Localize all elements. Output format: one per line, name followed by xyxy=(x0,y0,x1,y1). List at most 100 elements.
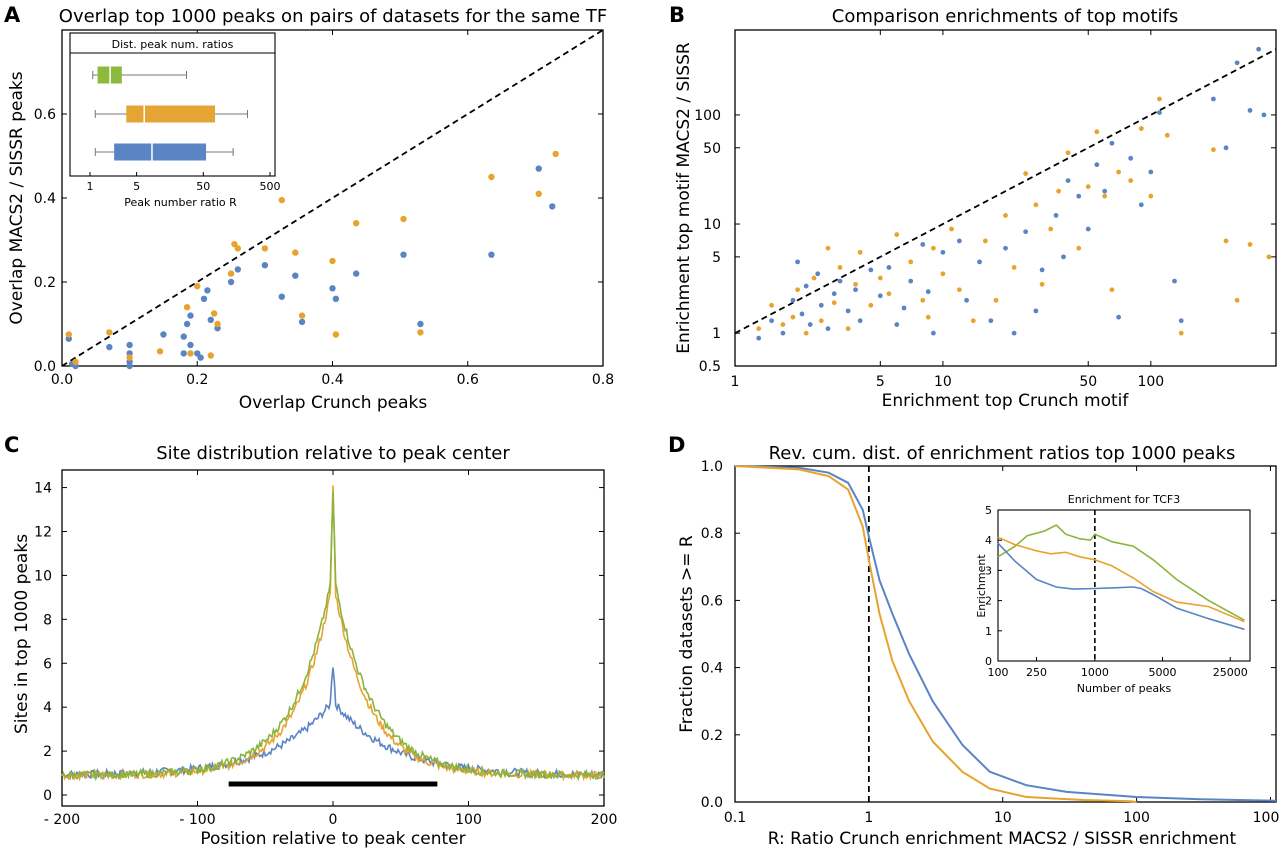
panel-a-ytick-label: 0.2 xyxy=(34,275,56,291)
panel-d-inset-ytick-label: 4 xyxy=(985,534,992,547)
panel-b-point-blue xyxy=(1094,162,1100,168)
panel-b-point-blue xyxy=(769,318,775,324)
panel-a-point-orange xyxy=(234,245,242,252)
panel-c-ytick-label: 4 xyxy=(43,700,52,716)
panel-b-point-orange xyxy=(803,330,809,336)
panel-b-point-blue xyxy=(930,330,936,336)
panel-b-point-orange xyxy=(993,297,999,303)
panel-a-point-blue xyxy=(197,354,204,361)
panel-b-xlabel: Enrichment top Crunch motif xyxy=(882,391,1130,411)
panel-b-point-blue xyxy=(956,238,962,244)
panel-b-point-blue xyxy=(1256,46,1262,52)
panel-b-point-orange xyxy=(1056,188,1061,194)
panel-b-point-orange xyxy=(1234,297,1240,303)
panel-b-point-blue xyxy=(825,326,831,332)
panel-b-point-orange xyxy=(1178,330,1184,336)
panel-b-point-blue xyxy=(1178,318,1184,324)
panel-b-point-blue xyxy=(894,322,900,327)
panel-b-point-blue xyxy=(1061,254,1066,260)
panel-b-point-blue xyxy=(1148,169,1154,175)
panel-a-xlabel: Overlap Crunch peaks xyxy=(239,393,428,413)
panel-a: A Overlap top 1000 peaks on pairs of dat… xyxy=(4,3,614,413)
panel-a-point-orange xyxy=(194,283,201,290)
panel-b-point-orange xyxy=(1148,193,1154,199)
panel-c-xlabel: Position relative to peak center xyxy=(200,829,465,848)
panel-b-point-orange xyxy=(831,300,837,306)
panel-b-point-orange xyxy=(1116,169,1122,175)
panel-c-xtick-label: 200 xyxy=(591,812,618,828)
panel-b-point-orange xyxy=(1039,281,1045,287)
panel-b-xtick-label: 5 xyxy=(876,374,885,390)
panel-a-point-blue xyxy=(207,316,214,323)
panel-d-ytick-label: 0.4 xyxy=(701,661,723,677)
panel-b-point-blue xyxy=(1033,308,1039,314)
panel-b-point-orange xyxy=(1023,171,1029,176)
panel-b-xtick-label: 1 xyxy=(731,374,740,390)
panel-a-point-blue xyxy=(187,312,194,319)
panel-b-point-orange xyxy=(1211,147,1216,153)
panel-b-point-blue xyxy=(1065,178,1071,184)
panel-b-ytick-label: 5 xyxy=(712,250,721,266)
panel-d-inset-xtick-label: 100 xyxy=(988,666,1009,679)
panel-b-xtick-label: 50 xyxy=(1079,374,1097,390)
panel-d-inset-ytick-label: 0 xyxy=(985,655,992,668)
panel-c-ytick-label: 0 xyxy=(43,788,52,804)
panel-a-point-blue xyxy=(183,320,191,328)
panel-b-point-blue xyxy=(756,335,762,341)
panel-a-letter: A xyxy=(4,3,21,27)
panel-a-diagonal xyxy=(61,29,604,367)
panel-b-point-orange xyxy=(1266,254,1272,260)
panel-b-point-orange xyxy=(925,314,931,320)
panel-b-point-blue xyxy=(1211,96,1216,102)
panel-c-ytick-label: 6 xyxy=(43,656,52,672)
panel-b-ytick-label: 50 xyxy=(703,141,721,157)
panel-c-xtick-label: 100 xyxy=(455,812,482,828)
panel-a-ytick-label: 0.4 xyxy=(34,191,56,207)
panel-b-point-blue xyxy=(868,267,874,273)
panel-b-point-orange xyxy=(1065,150,1071,156)
panel-b-point-blue xyxy=(818,302,824,308)
panel-b-point-orange xyxy=(877,275,883,281)
panel-b-point-blue xyxy=(790,297,796,303)
panel-b-point-orange xyxy=(1076,245,1082,251)
panel-b-point-orange xyxy=(1033,202,1039,208)
panel-a-point-orange xyxy=(227,270,235,277)
panel-d-inset-line-green xyxy=(997,524,1245,621)
panel-a-point-blue xyxy=(106,343,113,351)
panel-b-point-orange xyxy=(780,322,786,327)
panel-a-box xyxy=(126,105,216,123)
panel-a-point-blue xyxy=(160,331,167,338)
panel-a-point-orange xyxy=(207,352,214,359)
panel-b-point-orange xyxy=(756,326,762,332)
panel-b-point-orange xyxy=(1128,178,1134,184)
panel-b-point-orange xyxy=(1048,226,1054,232)
panel-d-inset-xtick-label: 25000 xyxy=(1213,666,1248,679)
panel-b-point-blue xyxy=(1109,140,1115,146)
panel-d-ytick-label: 1.0 xyxy=(701,459,723,475)
panel-b-point-blue xyxy=(877,293,883,299)
panel-a-point-orange xyxy=(329,257,336,265)
panel-a-point-orange xyxy=(417,329,424,336)
panel-a-point-blue xyxy=(298,318,306,326)
panel-a-inset-xlabel: Peak number ratio R xyxy=(124,196,237,209)
panel-b-ytick-label: 10 xyxy=(703,217,721,233)
panel-d-inset-line-orange xyxy=(997,536,1245,623)
panel-b-point-orange xyxy=(1085,184,1091,190)
panel-a-point-orange xyxy=(552,150,559,158)
panel-b-point-orange xyxy=(1109,287,1115,293)
panel-c-line-blue xyxy=(61,667,605,781)
panel-d-title: Rev. cum. dist. of enrichment ratios top… xyxy=(769,443,1236,464)
panel-c-ytick-label: 2 xyxy=(43,744,52,760)
panel-b-point-blue xyxy=(807,322,813,327)
panel-b-point-blue xyxy=(940,249,946,255)
panel-b-point-orange xyxy=(1094,129,1100,135)
panel-b-point-orange xyxy=(769,302,775,308)
panel-a-point-blue xyxy=(126,362,133,370)
panel-b-point-orange xyxy=(795,287,800,293)
panel-b-point-blue xyxy=(1223,145,1229,151)
panel-d-xtick-label: 0.1 xyxy=(724,810,746,826)
panel-a-point-orange xyxy=(65,331,72,338)
panel-b-point-blue xyxy=(1261,112,1267,118)
panel-a-inset-xtick-label: 500 xyxy=(260,180,281,193)
panel-b-point-orange xyxy=(818,318,824,324)
